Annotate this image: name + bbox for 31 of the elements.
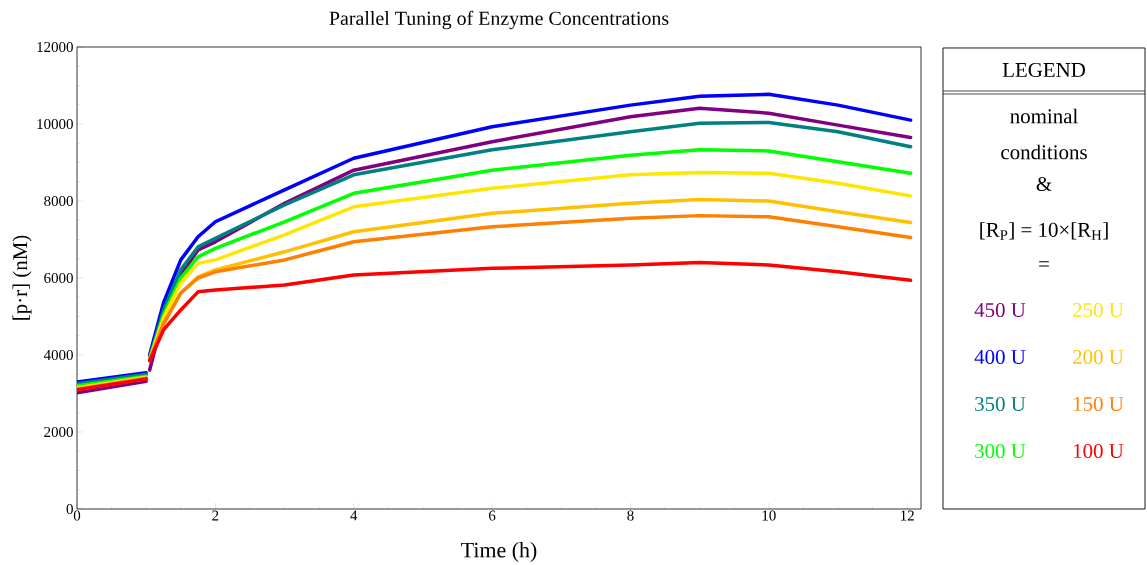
text: 250 U [1073,302,1124,317]
text: conditions [1001,144,1087,160]
x-tick-label: 8 [627,510,634,521]
y-tick-label: 2000 [44,426,73,437]
y-tick-label: 10000 [37,118,73,129]
x-tick-label: 12 [901,510,914,521]
x-tick-label: 2 [212,510,219,521]
x-tick-label: 0 [73,510,81,521]
x-tick-label: 4 [350,510,358,521]
text: [R$_{P}$] = 10×[R$_{H}$] [980,222,1108,240]
text: 200 U [1073,349,1124,364]
text: 450 U [974,302,1026,317]
text: nominal [1010,108,1078,124]
text: 300 U [975,443,1026,458]
y-axis-title: [p·r] (nM) [12,235,32,320]
chart-title: Parallel Tuning of Enzyme Concentrations [329,10,669,30]
text: 350 U [975,396,1026,411]
y-tick-label: 8000 [44,195,73,206]
x-axis-title: Time (h) [461,541,537,562]
text: 100 U [1073,443,1124,458]
x-tick-label: 10 [762,510,776,521]
x-tick-label: 6 [488,510,496,521]
y-tick-label: 0 [66,503,73,514]
text: = [1039,261,1049,267]
y-tick-label: 6000 [44,272,73,283]
legend-title: LEGEND [1002,62,1085,77]
text: 150 U [1073,396,1124,411]
text: 400 U [974,349,1026,364]
text: & [1036,176,1052,191]
y-tick-label: 4000 [43,349,73,360]
y-tick-label: 12000 [37,41,73,52]
